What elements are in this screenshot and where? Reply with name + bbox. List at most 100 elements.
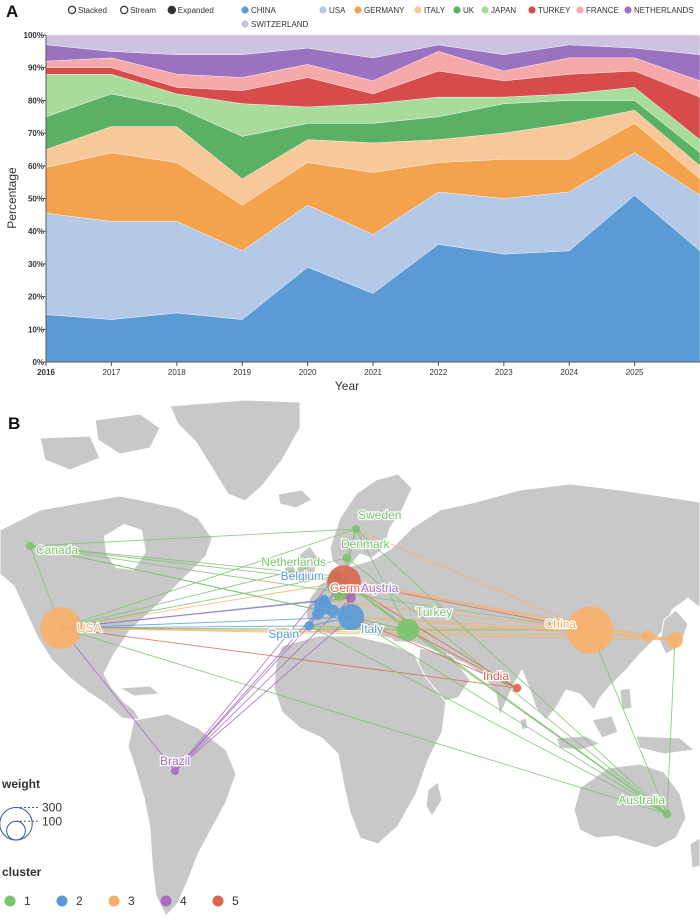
collaboration-link [29,545,591,631]
land-ireland [283,563,297,583]
panel-a: 0% 10% 20% 30% 40% 50% 60% 70% 80% 90% 100% 2016 201… [0,0,700,398]
legend-item-japan[interactable]: JAPAN [481,6,516,15]
land-cuba [118,685,162,697]
x-axis-title: Year [335,379,359,393]
x-tick-label: 2019 [233,368,251,377]
legend-item-china[interactable]: CHINA [241,6,277,15]
node-unlabeled-18[interactable] [326,604,340,618]
collaboration-link [407,629,518,689]
node-sweden[interactable] [352,525,360,533]
x-tick-label: 2024 [560,368,578,377]
cluster-legend-title: cluster [2,865,42,879]
y-tick-label: 70% [28,129,44,138]
y-tick-label: 0% [32,358,44,367]
radio-icon[interactable] [167,5,176,15]
node-turkey[interactable] [396,618,420,642]
cluster-legend-item-3[interactable]: 3 [108,894,136,908]
y-axis-title: Percentage [5,167,19,229]
collaboration-link [29,545,337,577]
mode-option-expanded[interactable]: Expanded [167,5,214,15]
collaboration-link [60,627,668,815]
collaboration-link [60,581,345,629]
cluster-legend-label: 3 [128,894,135,908]
legend-label: CHINA [251,6,277,15]
node-unlabeled-16[interactable] [642,630,654,642]
land-madagascar [425,781,443,817]
legend-item-france[interactable]: FRANCE [576,6,619,15]
collaboration-link [355,528,409,631]
legend-item-switzerland[interactable]: SWITZERLAND [241,20,309,29]
cluster-legend-item-4[interactable]: 4 [160,894,188,908]
collaboration-link [323,599,591,631]
land-south-america [127,713,237,917]
node-australia[interactable] [662,809,672,819]
radio-icon[interactable] [119,5,129,15]
node-austria[interactable] [346,593,356,603]
node-label-germany: Germany [330,581,379,595]
node-label-turkey: Turkey [416,605,452,619]
weight-legend-label: 300 [42,801,62,815]
legend-swatch [528,6,536,14]
node-unlabeled-20[interactable] [327,582,339,594]
land-eurasia [305,483,700,721]
cluster-legend-item-2[interactable]: 2 [56,894,84,908]
legend-item-germany[interactable]: GERMANY [354,6,405,15]
node-usa[interactable] [40,607,82,649]
land-iceland [277,489,313,509]
node-unlabeled-15[interactable] [667,632,683,648]
legend-label: NETHERLANDS [634,6,694,15]
land-new-guinea [635,735,696,755]
node-spain[interactable] [304,621,314,631]
node-label-italy: Italy [361,622,383,636]
cluster-swatch [108,895,120,907]
collaboration-link [666,639,676,815]
collaboration-map: USA Canada Brazil Sweden Denmark Netherlands G… [0,399,700,917]
collaboration-link [60,625,310,629]
cluster-swatch [212,895,224,907]
cluster-legend-item-5[interactable]: 5 [212,894,240,908]
legend-item-uk[interactable]: UK [453,6,475,15]
node-unlabeled-22[interactable] [347,584,357,594]
node-label-australia: Australia [618,793,665,807]
node-brazil[interactable] [171,767,179,775]
legend-label: SWITZERLAND [251,20,309,29]
area-chart: 0% 10% 20% 30% 40% 50% 60% 70% 80% 90% 100% 2016 201… [5,5,700,393]
node-china[interactable] [566,606,614,654]
legend-item-netherlands[interactable]: NETHERLANDS [624,6,694,15]
radio-icon[interactable] [67,5,77,15]
legend-swatch [576,6,584,14]
node-label-china: China [545,617,577,631]
land-new-zealand [689,837,700,869]
node-italy[interactable] [337,603,365,631]
mode-option-stacked[interactable]: Stacked [67,5,107,15]
legend-swatch [481,6,489,14]
x-tick-label: 2017 [103,368,121,377]
legend-swatch [241,6,249,14]
x-tick-label: 2016 [37,368,55,377]
x-tick-label: 2025 [626,368,644,377]
collaboration-link [29,545,352,618]
node-unlabeled-21[interactable] [312,608,324,620]
cluster-legend-label: 2 [76,894,83,908]
mode-option-stream[interactable]: Stream [119,5,157,15]
x-tick-label: 2023 [495,368,513,377]
x-tick-label: 2020 [299,368,317,377]
legend-item-usa[interactable]: USA [319,6,346,15]
legend-swatch [354,6,362,14]
legend-item-italy[interactable]: ITALY [414,6,446,15]
collaboration-link [346,528,357,559]
legend-label: GERMANY [364,6,405,15]
y-tick-label: 90% [28,64,44,73]
legend-item-turkey[interactable]: TURKEY [528,6,571,15]
node-india[interactable] [512,683,522,693]
node-denmark[interactable] [342,553,352,563]
node-label-canada: Canada [36,543,78,557]
node-canada[interactable] [26,542,34,550]
collaboration-link [355,528,668,815]
legend-label: UK [463,6,475,15]
collaboration-link [60,616,352,629]
cluster-legend-item-1[interactable]: 1 [4,894,32,908]
collaboration-link [350,616,668,815]
legend-swatch [414,6,422,14]
panel-b: USA Canada Brazil Sweden Denmark Netherlands G… [0,398,700,919]
